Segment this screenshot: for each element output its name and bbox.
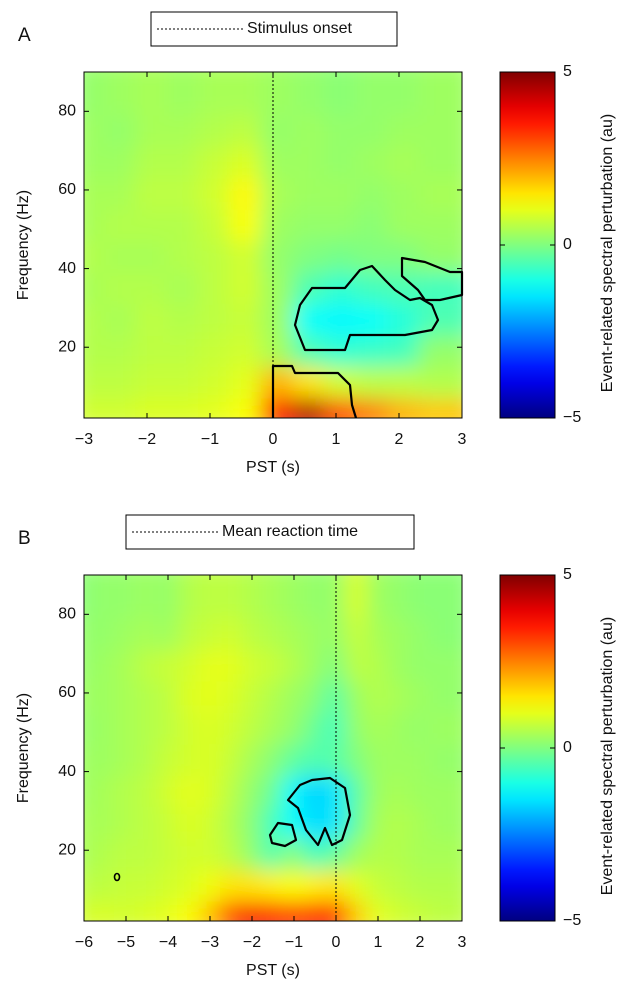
- legend-label: Stimulus onset: [247, 20, 352, 37]
- x-tick-label: −1: [201, 431, 219, 448]
- colorbar-label: Event-related spectral perturbation (au): [599, 114, 616, 392]
- heatmap: [84, 72, 462, 418]
- y-tick-label: 80: [58, 606, 76, 623]
- heatmap: [84, 575, 462, 921]
- x-axis-label: PST (s): [246, 962, 300, 979]
- x-tick-label: 3: [458, 431, 467, 448]
- x-tick-label: 2: [416, 934, 425, 951]
- heatmap-cell: [429, 575, 462, 619]
- y-tick-label: 80: [58, 103, 76, 120]
- y-tick-label: 60: [58, 181, 76, 198]
- heatmap-cell: [418, 72, 462, 116]
- x-tick-label: −1: [285, 934, 303, 951]
- colorbar: [499, 71, 556, 419]
- y-tick-label: 60: [58, 684, 76, 701]
- y-tick-label: 40: [58, 763, 76, 780]
- y-tick-label: 20: [58, 841, 76, 858]
- contour: [268, 821, 298, 848]
- panel-label: B: [18, 528, 31, 549]
- legend-label: Mean reaction time: [222, 523, 358, 540]
- x-tick-label: 0: [332, 934, 341, 951]
- contour: [293, 264, 440, 352]
- colorbar-tick-label: 0: [563, 236, 572, 253]
- colorbar-tick-label: 0: [563, 739, 572, 756]
- colorbar-tick-label: −5: [563, 912, 581, 929]
- panel-label: A: [18, 25, 31, 46]
- x-tick-label: −3: [201, 934, 219, 951]
- colorbar: [499, 574, 556, 922]
- y-tick-label: 40: [58, 260, 76, 277]
- panel: −6 −5 −4 −3 −2 −1 0 1 2 3 20 40 60 80 PST (s) Frequency…: [15, 514, 616, 979]
- axis-frame: [83, 574, 463, 922]
- significance-contours: [113, 256, 464, 882]
- x-tick-label: 1: [332, 431, 341, 448]
- colorbar-tick-label: −5: [563, 409, 581, 426]
- y-axis-label: Frequency (Hz): [15, 693, 32, 803]
- x-axis-label: PST (s): [246, 459, 300, 476]
- x-tick-label: −5: [117, 934, 135, 951]
- x-tick-label: −6: [75, 934, 93, 951]
- heatmap-cells: [84, 575, 462, 921]
- x-tick-label: −2: [243, 934, 261, 951]
- y-tick-label: 20: [58, 338, 76, 355]
- contour: [271, 364, 358, 419]
- x-tick-label: 2: [395, 431, 404, 448]
- x-tick-label: 0: [269, 431, 278, 448]
- heatmap-cells: [84, 72, 462, 418]
- x-tick-label: 1: [374, 934, 383, 951]
- contour: [400, 256, 464, 302]
- y-axis-label: Frequency (Hz): [15, 190, 32, 300]
- x-tick-label: −3: [75, 431, 93, 448]
- x-tick-label: −4: [159, 934, 177, 951]
- x-tick-label: 3: [458, 934, 467, 951]
- legend-box: [150, 11, 398, 47]
- panel: −3 −2 −1 0 1 2 3 20 40 60 80 PST (s) Frequency (Hz) A…: [15, 11, 616, 476]
- colorbar-tick-label: 5: [563, 566, 572, 583]
- contour: [113, 872, 121, 882]
- colorbar-label: Event-related spectral perturbation (au): [599, 617, 616, 895]
- contour: [286, 776, 352, 847]
- x-tick-label: −2: [138, 431, 156, 448]
- colorbar-tick-label: 5: [563, 63, 572, 80]
